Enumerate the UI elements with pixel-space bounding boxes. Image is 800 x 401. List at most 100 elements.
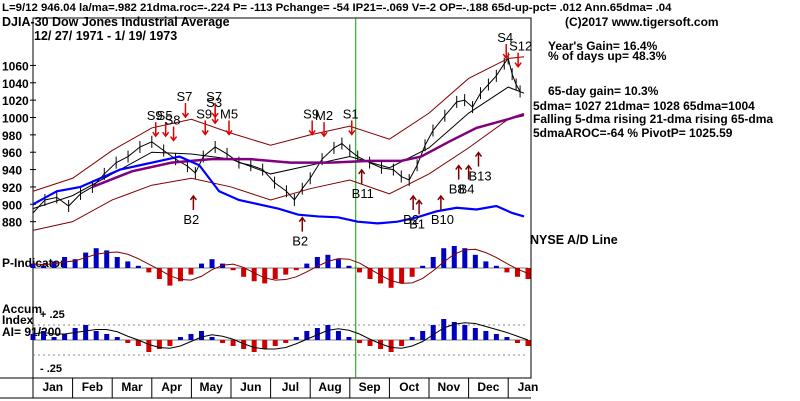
- signal-arrowhead: [502, 53, 510, 60]
- accum-bar: [135, 340, 141, 346]
- accum-bar: [146, 340, 152, 352]
- accum-bar: [388, 340, 394, 352]
- p-indicator-bar: [199, 263, 205, 268]
- accum-bar: [104, 334, 110, 340]
- accum-index-label: Index: [2, 313, 34, 327]
- y-tick-label: 940: [2, 164, 22, 178]
- p-indicator-bar: [51, 261, 57, 268]
- series-65-dma: [91, 112, 525, 189]
- accum-bar: [72, 328, 78, 340]
- accum-bar: [93, 331, 99, 340]
- signal-arrowhead: [225, 129, 233, 136]
- signal-label: S4: [497, 30, 513, 45]
- x-tick-label: Jul: [282, 380, 299, 394]
- p-indicator-bar: [251, 268, 257, 282]
- p-indicator-bar: [441, 248, 447, 268]
- signal-arrowhead: [409, 194, 417, 201]
- accum-bar: [177, 337, 183, 340]
- signal-arrowhead: [308, 129, 316, 136]
- signal-label: B13: [469, 169, 492, 184]
- signal-arrowhead: [211, 118, 219, 125]
- signal-arrowhead: [514, 62, 522, 68]
- accum-minus25: - .25: [40, 363, 63, 375]
- nyse-ad-label: NYSE A/D Line: [530, 233, 618, 247]
- signal-arrowhead: [455, 164, 463, 171]
- x-tick-label: Jan: [42, 380, 63, 394]
- p-indicator-bar: [62, 257, 68, 268]
- signal-arrowhead: [298, 216, 306, 223]
- accum-bar: [514, 340, 520, 343]
- p-indicator-bar: [430, 257, 436, 268]
- signal-label: S8: [165, 113, 181, 128]
- y-tick-label: 920: [2, 181, 22, 195]
- signal-arrowhead: [189, 194, 197, 201]
- p-indicator-bar: [304, 263, 310, 268]
- accum-label: Accum: [2, 302, 43, 316]
- signal-arrowhead: [162, 131, 170, 138]
- signal-arrowhead: [465, 164, 473, 171]
- accum-bar: [262, 340, 268, 349]
- p-indicator-bar: [514, 268, 520, 277]
- p-indicator-bar: [125, 261, 131, 268]
- accum-bar: [430, 325, 436, 340]
- x-tick-label: Feb: [82, 380, 103, 394]
- p-indicator-bar: [262, 268, 268, 284]
- accum-bar: [451, 322, 457, 340]
- accum-bar: [441, 319, 447, 340]
- accum-bar: [251, 340, 257, 352]
- signal-label: S7: [206, 89, 222, 104]
- p-indicator-bar: [283, 268, 289, 275]
- accum-bar: [346, 337, 352, 340]
- accum-bar: [83, 325, 89, 340]
- x-tick-label: Jun: [240, 380, 261, 394]
- p-indicator-bar: [451, 246, 457, 268]
- p-indicator-bar: [41, 265, 47, 268]
- signal-arrowhead: [201, 129, 209, 136]
- p-indicator-bar: [156, 268, 162, 279]
- p-indicator-bar: [30, 263, 36, 268]
- accum-bar: [409, 337, 415, 340]
- p-indicator-bar: [388, 268, 394, 288]
- x-tick-label: Aug: [318, 380, 341, 394]
- y-tick-label: 880: [2, 216, 22, 230]
- signal-label: S1: [343, 106, 359, 121]
- accum-bar: [293, 337, 299, 340]
- p-indicator-bar: [93, 248, 99, 268]
- p-indicator-bar: [209, 259, 215, 268]
- signal-label: B4: [459, 182, 475, 197]
- trend-line: Falling 5-dma rising 21-dma rising 65-dm…: [533, 112, 774, 126]
- y-tick-label: 1000: [2, 111, 29, 125]
- signal-label: M5: [220, 106, 238, 121]
- accum-ai-label: AI= 91/200: [2, 325, 62, 339]
- signal-arrowhead: [437, 194, 445, 201]
- x-tick-label: Dec: [477, 380, 499, 394]
- x-tick-label: Mar: [121, 380, 143, 394]
- signal-arrowhead: [348, 129, 356, 136]
- accum-bar: [188, 334, 194, 340]
- x-tick-label: Oct: [399, 380, 419, 394]
- p-indicator-bar: [146, 268, 152, 273]
- accum-bar: [504, 337, 510, 340]
- p-indicator-bar: [83, 252, 89, 268]
- series-upper-band: [32, 56, 525, 192]
- accum-bar: [209, 337, 215, 340]
- p-indicator-bar: [272, 268, 278, 279]
- accum-bar: [51, 337, 57, 340]
- signal-label: S9: [147, 108, 163, 123]
- p-indicator-bar: [114, 257, 120, 268]
- p-indicator-bar: [135, 265, 141, 268]
- y-tick-label: 1040: [2, 77, 29, 91]
- copyright: (C)2017 www.tigersoft.com: [565, 15, 719, 29]
- accum-bar: [114, 337, 120, 340]
- p-indicator-bar: [220, 263, 226, 268]
- p-indicator-bar: [462, 248, 468, 268]
- series-nyse-a-d: [32, 155, 525, 225]
- p-indicator-bar: [230, 268, 236, 271]
- series-lower-band: [32, 115, 525, 231]
- p-indicator-bar: [104, 250, 110, 268]
- x-tick-label: Nov: [437, 380, 460, 394]
- accum-bar: [156, 340, 162, 349]
- accum-bar: [472, 328, 478, 340]
- signal-label: S9: [303, 106, 319, 121]
- signal-label: B2: [403, 212, 419, 227]
